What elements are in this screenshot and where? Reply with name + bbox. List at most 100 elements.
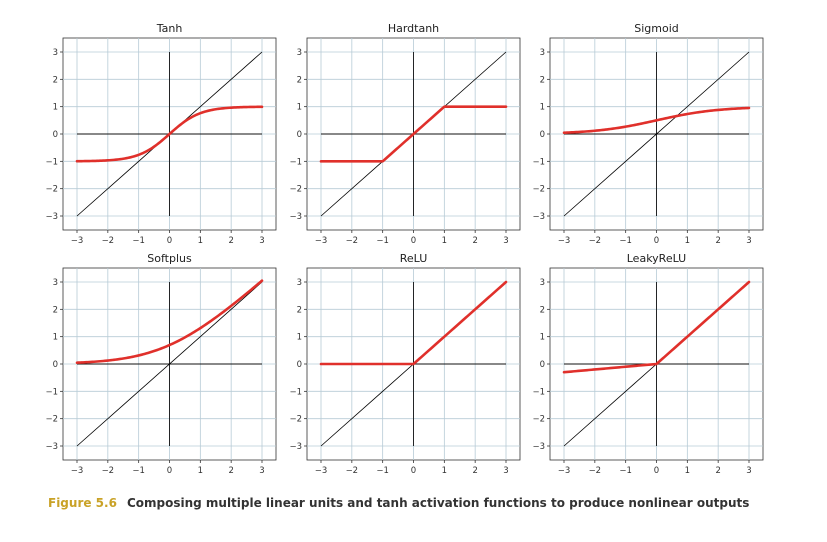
- identity-line: [76, 281, 263, 447]
- x-tick-label: 3: [259, 466, 264, 476]
- y-tick-label: −1: [45, 387, 58, 397]
- x-tick-label: −3: [315, 466, 328, 476]
- y-tick-label: 1: [53, 103, 58, 113]
- x-tick-label: 1: [685, 236, 690, 246]
- y-tick-label: 1: [297, 333, 302, 343]
- y-tick-label: 0: [53, 130, 58, 140]
- x-tick-label: 3: [503, 466, 508, 476]
- y-tick-label: 3: [540, 278, 545, 288]
- x-tick-label: 3: [746, 236, 751, 246]
- y-tick-label: −2: [289, 185, 302, 195]
- panel-sigmoid: −3 −2 −1 0 1 2 3 −3 −2 −1 0 1 2 3 Sigmoid: [532, 22, 764, 246]
- figure-caption: Figure 5.6 Composing multiple linear unit…: [48, 496, 808, 510]
- activation-curve-sigmoid: [562, 106, 751, 134]
- y-tick-label: 3: [53, 278, 58, 288]
- y-tick-label: 0: [297, 360, 302, 370]
- y-tick-label: −2: [532, 185, 545, 195]
- activation-curve-softplus: [75, 279, 264, 364]
- y-tick-label: 0: [297, 130, 302, 140]
- panel-relu: −3 −2 −1 0 1 2 3 −3 −2 −1 0 1 2 3 ReLU: [289, 252, 521, 476]
- panel-leakyrelu: −3 −2 −1 0 1 2 3 −3 −2 −1 0 1 2 3 LeakyReLU: [532, 252, 764, 476]
- activation-curve-tanh: [75, 105, 264, 163]
- x-tick-label: −3: [558, 466, 571, 476]
- x-tick-label: −2: [589, 466, 602, 476]
- y-tick-label: −3: [532, 442, 545, 452]
- x-tick-label: −1: [376, 236, 389, 246]
- panel-title: LeakyReLU: [627, 252, 686, 265]
- y-tick-label: 2: [53, 305, 58, 315]
- x-tick-label: −3: [315, 236, 328, 246]
- x-tick-label: −2: [589, 236, 602, 246]
- panel-title: Softplus: [147, 252, 192, 265]
- y-tick-label: 2: [53, 75, 58, 85]
- x-tick-label: 2: [715, 466, 720, 476]
- x-tick-label: −1: [376, 466, 389, 476]
- x-tick-label: 3: [503, 236, 508, 246]
- x-tick-label: −1: [619, 466, 632, 476]
- x-tick-label: 0: [411, 236, 416, 246]
- y-tick-label: 1: [297, 103, 302, 113]
- x-tick-label: 2: [228, 236, 233, 246]
- y-tick-label: −1: [289, 387, 302, 397]
- x-tick-label: 0: [654, 466, 659, 476]
- panel-tanh: −3 −2 −1 0 1 2 3 −3 −2 −1 0 1 2 3 Tanh: [45, 22, 277, 246]
- y-tick-label: 2: [297, 75, 302, 85]
- y-tick-label: 3: [540, 48, 545, 58]
- identity-line: [563, 51, 750, 217]
- y-tick-label: −2: [45, 185, 58, 195]
- y-tick-label: −2: [289, 415, 302, 425]
- panel-hardtanh: −3 −2 −1 0 1 2 3 −3 −2 −1 0 1 2 3 Hardtanh: [289, 22, 521, 246]
- y-tick-label: 2: [540, 305, 545, 315]
- y-tick-label: −3: [289, 212, 302, 222]
- x-tick-label: 0: [411, 466, 416, 476]
- activation-curve-relu: [319, 280, 508, 366]
- y-tick-label: 3: [297, 278, 302, 288]
- x-tick-label: −1: [619, 236, 632, 246]
- x-tick-label: 2: [228, 466, 233, 476]
- y-tick-label: −1: [45, 157, 58, 167]
- y-tick-label: 2: [540, 75, 545, 85]
- panel-title: ReLU: [400, 252, 428, 265]
- x-tick-label: −1: [132, 236, 145, 246]
- x-tick-label: 0: [654, 236, 659, 246]
- panel-softplus: −3 −2 −1 0 1 2 3 −3 −2 −1 0 1 2 3 Softplus: [45, 252, 277, 476]
- x-tick-label: 1: [685, 466, 690, 476]
- y-tick-label: 3: [53, 48, 58, 58]
- y-tick-label: −3: [532, 212, 545, 222]
- y-tick-label: 1: [540, 103, 545, 113]
- figure-label: Figure 5.6: [48, 496, 117, 510]
- activation-curve-hardtanh: [319, 105, 508, 163]
- x-tick-label: 2: [715, 236, 720, 246]
- x-tick-label: 1: [198, 236, 203, 246]
- x-tick-label: −3: [71, 236, 84, 246]
- activation-curve-leakyrelu: [562, 280, 751, 374]
- y-tick-label: −3: [45, 212, 58, 222]
- x-tick-label: 3: [259, 236, 264, 246]
- y-tick-label: −3: [289, 442, 302, 452]
- x-tick-label: 0: [167, 236, 172, 246]
- panel-title: Hardtanh: [388, 22, 439, 35]
- y-tick-label: −3: [45, 442, 58, 452]
- y-tick-label: 1: [53, 333, 58, 343]
- x-tick-label: 1: [198, 466, 203, 476]
- x-tick-label: −2: [102, 236, 115, 246]
- y-tick-label: 0: [540, 360, 545, 370]
- x-tick-label: −2: [102, 466, 115, 476]
- y-tick-label: −2: [532, 415, 545, 425]
- y-tick-label: 0: [540, 130, 545, 140]
- x-tick-label: −2: [346, 466, 359, 476]
- x-tick-label: −3: [558, 236, 571, 246]
- x-tick-label: −3: [71, 466, 84, 476]
- x-tick-label: −1: [132, 466, 145, 476]
- y-tick-label: 3: [297, 48, 302, 58]
- x-tick-label: −2: [346, 236, 359, 246]
- y-tick-label: 0: [53, 360, 58, 370]
- y-tick-label: −1: [532, 157, 545, 167]
- plots-canvas: −3 −2 −1 0 1 2 3 −3 −2 −1 0 1 2 3 Tanh −3 −2 −1 0 1 2 3 −3 −2 −1…: [45, 22, 764, 476]
- x-tick-label: 2: [472, 466, 477, 476]
- panel-title: Sigmoid: [634, 22, 679, 35]
- y-tick-label: −1: [289, 157, 302, 167]
- x-tick-label: 2: [472, 236, 477, 246]
- x-tick-label: 3: [746, 466, 751, 476]
